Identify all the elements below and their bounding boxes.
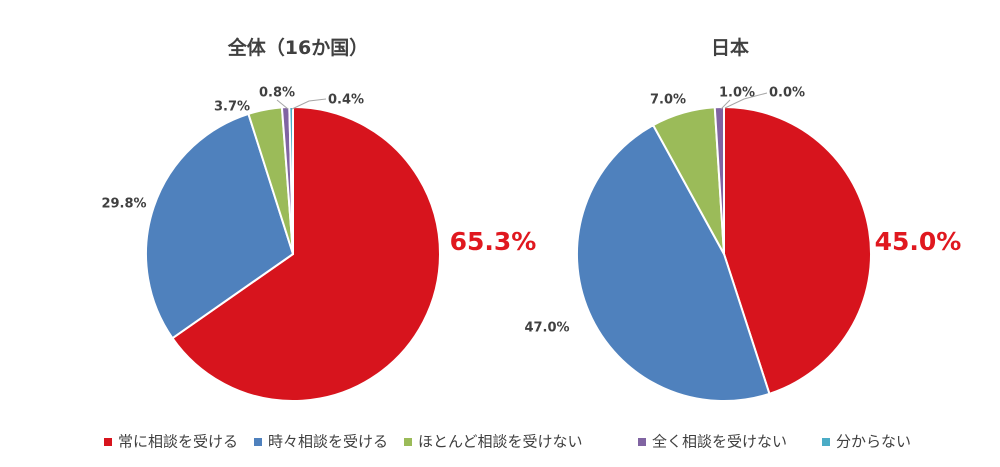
legend-swatch-never: [638, 438, 646, 446]
legend-label-sometimes: 時々相談を受ける: [268, 433, 388, 451]
legend-item-rarely: ほとんど相談を受けない: [404, 433, 583, 451]
legend-swatch-rarely: [404, 438, 412, 446]
overall-pie-chart: 全体（16か国） 65.3% 29.8% 3.7% 0.8% 0.4%: [101, 36, 536, 401]
legend-item-always: 常に相談を受ける: [104, 433, 238, 451]
japan-pie-chart: 日本 45.0% 47.0% 7.0% 1.0% 0.0%: [524, 36, 961, 401]
data-label-unknown: 0.0%: [769, 86, 805, 101]
legend-label-unknown: 分からない: [836, 433, 911, 451]
legend-item-sometimes: 時々相談を受ける: [254, 433, 388, 451]
chart-title-japan: 日本: [711, 36, 749, 59]
data-label-never: 0.8%: [259, 86, 295, 101]
legend-swatch-unknown: [822, 438, 830, 446]
data-label-never: 1.0%: [719, 86, 755, 101]
legend-item-unknown: 分からない: [822, 433, 911, 451]
legend-label-never: 全く相談を受けない: [652, 433, 787, 451]
data-label-unknown: 0.4%: [328, 93, 364, 108]
chart-title-overall: 全体（16か国）: [227, 36, 368, 59]
data-label-rarely: 7.0%: [650, 93, 686, 108]
legend-item-never: 全く相談を受けない: [638, 433, 787, 451]
data-label-always: 45.0%: [875, 227, 962, 256]
data-label-always: 65.3%: [450, 227, 537, 256]
legend-label-always: 常に相談を受ける: [118, 433, 238, 451]
data-label-sometimes: 29.8%: [101, 197, 146, 212]
data-label-sometimes: 47.0%: [524, 321, 569, 336]
data-label-rarely: 3.7%: [214, 100, 250, 115]
legend-label-rarely: ほとんど相談を受けない: [418, 433, 583, 451]
legend-swatch-sometimes: [254, 438, 262, 446]
legend-swatch-always: [104, 438, 112, 446]
chart-legend: 常に相談を受ける 時々相談を受ける ほとんど相談を受けない 全く相談を受けない 分からな…: [104, 433, 911, 451]
